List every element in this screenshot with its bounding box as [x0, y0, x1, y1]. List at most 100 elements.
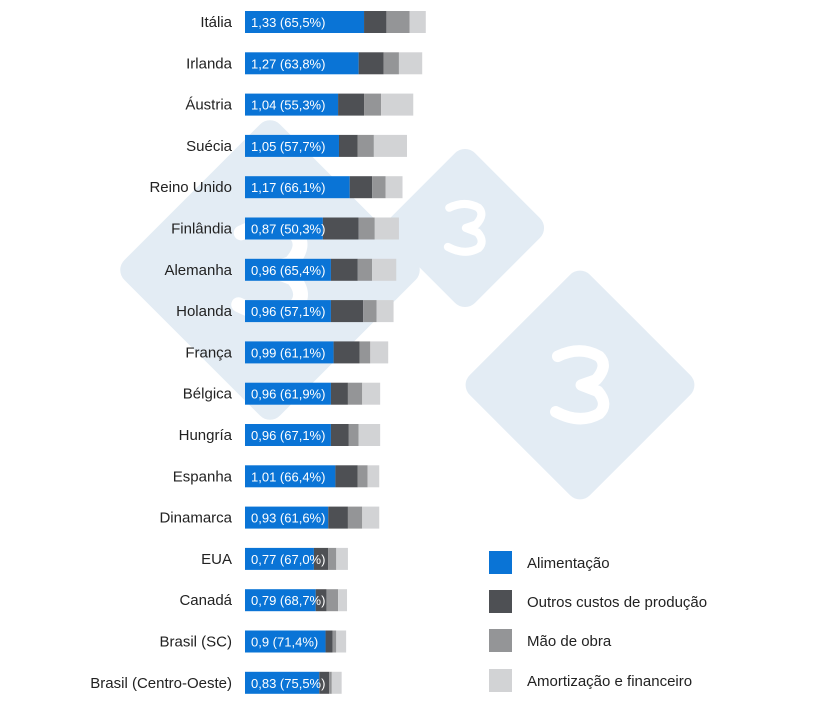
legend-swatch	[489, 669, 512, 692]
data-label: 0,96 (65,4%)	[251, 263, 325, 278]
bar-segment-3	[362, 382, 381, 405]
data-label: 0,96 (67,1%)	[251, 428, 325, 443]
bars: Itália 1,33 (65,5%) Irlanda 1,27 (63,8%) Áus…	[90, 11, 426, 694]
category-label: Brasil (Centro-Oeste)	[90, 675, 232, 692]
bar-segment-1	[330, 424, 349, 446]
bar-segment-2	[372, 176, 386, 199]
bar-segment-0	[245, 258, 331, 281]
bar-segment-2	[386, 11, 410, 33]
bar-row: Holanda 0,96 (57,1%)	[176, 300, 394, 323]
category-label: Áustria	[185, 97, 232, 114]
bar-segment-3	[372, 258, 397, 281]
bar-row: Itália 1,33 (65,5%)	[200, 11, 426, 33]
data-label: 0,77 (67,0%)	[251, 552, 325, 567]
bar-segment-1	[325, 630, 333, 653]
category-label: Hungría	[179, 427, 233, 444]
bar-segment-0	[245, 589, 316, 612]
category-label: Alemanha	[164, 262, 232, 279]
data-label: 0,87 (50,3%)	[251, 222, 325, 237]
legend-swatch	[489, 551, 512, 574]
data-label: 1,27 (63,8%)	[251, 56, 325, 71]
bar-segment-1	[358, 52, 384, 75]
bar-segment-3	[373, 134, 407, 157]
bar-row: Canadá 0,79 (68,7%)	[179, 589, 348, 612]
category-label: Irlanda	[186, 55, 233, 72]
category-label: Espanha	[173, 468, 233, 485]
bar-segment-2	[359, 341, 371, 364]
bar-segment-0	[245, 630, 326, 653]
bar-segment-2	[357, 465, 368, 488]
bar-segment-0	[245, 671, 320, 694]
data-label: 0,96 (61,9%)	[251, 387, 325, 402]
bar-segment-3	[336, 547, 348, 570]
bar-segment-3	[370, 341, 389, 364]
bar-segment-2	[348, 424, 359, 446]
bar-segment-1	[349, 176, 373, 199]
bar-segment-2	[358, 217, 375, 240]
bar-segment-1	[330, 382, 348, 405]
bar-segment-1	[338, 93, 365, 116]
bar-segment-0	[245, 547, 314, 570]
category-label: França	[185, 344, 232, 361]
bar-segment-2	[347, 506, 363, 529]
bar-segment-1	[328, 506, 348, 529]
bar-segment-3	[385, 176, 403, 199]
bar-segment-3	[381, 93, 414, 116]
bar-row: Áustria 1,04 (55,3%)	[185, 93, 414, 116]
bar-row: Brasil (SC) 0,9 (71,4%)	[159, 630, 347, 653]
bar-segment-2	[357, 134, 374, 157]
bar-segment-2	[357, 258, 373, 281]
bar-row: Suécia 1,05 (57,7%)	[186, 134, 407, 157]
legend-swatch	[489, 629, 512, 652]
bar-segment-1	[315, 589, 327, 612]
category-label: Suécia	[186, 138, 233, 155]
data-label: 0,93 (61,6%)	[251, 511, 325, 526]
bar-segment-0	[245, 300, 331, 323]
bar-segment-3	[338, 589, 348, 612]
data-label: 0,99 (61,1%)	[251, 345, 325, 360]
bar-row: Espanha 1,01 (66,4%)	[173, 465, 380, 488]
bar-segment-0	[245, 341, 334, 364]
bar-segment-0	[245, 424, 331, 446]
bar-segment-0	[245, 506, 329, 529]
bar-row: Hungría 0,96 (67,1%)	[179, 424, 381, 446]
legend-swatch	[489, 590, 512, 613]
bar-segment-2	[332, 630, 337, 653]
bar-segment-3	[358, 424, 381, 446]
bar-segment-3	[376, 300, 394, 323]
bar-row: Dinamarca 0,93 (61,6%)	[159, 506, 380, 529]
legend-label: Alimentação	[527, 555, 610, 572]
legend: Alimentação Outros custos de produção Mão …	[489, 551, 707, 692]
bar-segment-1	[330, 258, 358, 281]
data-label: 0,96 (57,1%)	[251, 304, 325, 319]
bar-row: Alemanha 0,96 (65,4%)	[164, 258, 397, 281]
bar-segment-2	[347, 382, 363, 405]
bar-segment-3	[331, 671, 342, 694]
data-label: 1,05 (57,7%)	[251, 139, 325, 154]
bar-segment-1	[330, 300, 364, 323]
bar-segment-0	[245, 93, 339, 116]
bar-row: Irlanda 1,27 (63,8%)	[186, 52, 423, 75]
bar-segment-3	[336, 630, 347, 653]
data-label: 1,17 (66,1%)	[251, 180, 325, 195]
bar-segment-1	[338, 134, 358, 157]
category-label: Dinamarca	[159, 510, 232, 527]
legend-label: Mão de obra	[527, 633, 612, 650]
category-label: Canadá	[179, 592, 232, 609]
bar-segment-3	[362, 506, 380, 529]
category-label: Finlândia	[171, 221, 233, 238]
bar-segment-1	[322, 217, 359, 240]
bar-row: Brasil (Centro-Oeste) 0,83 (75,5%)	[90, 671, 342, 694]
category-label: Reino Unido	[149, 179, 232, 196]
bar-segment-0	[245, 465, 336, 488]
bar-segment-2	[364, 93, 382, 116]
bar-row: Finlândia 0,87 (50,3%)	[171, 217, 399, 240]
bar-row: Bélgica 0,96 (61,9%)	[183, 382, 381, 405]
data-label: 1,01 (66,4%)	[251, 469, 325, 484]
data-label: 1,33 (65,5%)	[251, 15, 325, 30]
bar-segment-1	[333, 341, 360, 364]
category-label: EUA	[201, 551, 232, 568]
category-label: Itália	[200, 14, 232, 31]
watermark-digit-shape	[550, 345, 610, 425]
